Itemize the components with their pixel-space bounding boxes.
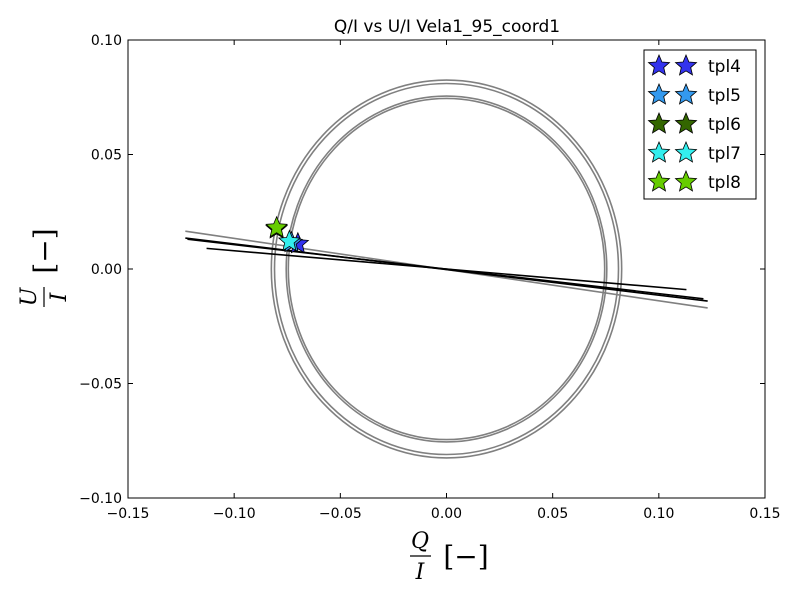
- legend-marker-tpl6-1: [674, 111, 698, 134]
- chart-title: Q/I vs U/I Vela1_95_coord1: [334, 17, 560, 37]
- legend-label-tpl4: tpl4: [708, 57, 741, 77]
- legend-marker-tpl6-0: [647, 111, 671, 134]
- legend-marker-tpl7-0: [647, 140, 671, 163]
- y-tick-label: 0.05: [91, 148, 122, 164]
- ellipse-2: [285, 95, 608, 443]
- legend-marker-tpl5-0: [647, 82, 671, 105]
- y-axis-label-unit: [−]: [28, 228, 61, 273]
- x-tick-label: −0.15: [107, 506, 150, 522]
- fit-line-3: [206, 247, 687, 291]
- legend-label-tpl8: tpl8: [708, 173, 741, 193]
- legend-label-tpl5: tpl5: [708, 86, 741, 106]
- ellipse-0: [270, 79, 623, 459]
- legend-box: [643, 49, 757, 200]
- point-tpl7-0: [277, 229, 301, 252]
- x-tick-label: 0.10: [643, 506, 674, 522]
- x-tick-label: 0.05: [537, 506, 568, 522]
- y-axis-label: U I [−]: [17, 228, 72, 307]
- y-tick-label: −0.05: [79, 377, 122, 393]
- legend-marker-tpl8-0: [647, 169, 671, 192]
- plot-area: [185, 79, 708, 459]
- y-tick-label: −0.10: [79, 491, 122, 507]
- legend-marker-tpl5-1: [674, 82, 698, 105]
- y-axis-label-numerator: U: [17, 286, 42, 306]
- ellipse-3: [287, 97, 606, 441]
- y-tick-label: 0.10: [91, 33, 122, 49]
- y-axis-label-denominator: I: [47, 291, 72, 302]
- x-tick-label: 0.00: [431, 506, 462, 522]
- x-axis-label: Q I [−]: [410, 529, 489, 585]
- y-axis: −0.10 −0.05 0.00 0.05 0.10: [79, 33, 765, 507]
- x-axis: −0.15 −0.10 −0.05 0.00 0.05 0.10 0.15: [107, 40, 781, 522]
- legend-marker-tpl4-0: [647, 53, 671, 76]
- x-axis-label-unit: [−]: [443, 540, 488, 573]
- x-tick-label: −0.10: [213, 506, 256, 522]
- x-tick-label: 0.15: [749, 506, 780, 522]
- legend-marker-tpl4-1: [674, 53, 698, 76]
- legend-marker-tpl8-1: [674, 169, 698, 192]
- legend-label-tpl6: tpl6: [708, 115, 741, 135]
- legend-marker-tpl7-1: [674, 140, 698, 163]
- y-tick-label: 0.00: [91, 262, 122, 278]
- ellipse-1: [273, 82, 620, 456]
- x-axis-label-denominator: I: [415, 560, 426, 585]
- legend: tpl4 tpl5 tpl6 tpl7 tpl8: [643, 49, 757, 200]
- legend-label-tpl7: tpl7: [708, 144, 741, 164]
- point-tpl8-0: [265, 215, 289, 238]
- x-axis-label-numerator: Q: [411, 529, 429, 554]
- x-tick-label: −0.05: [319, 506, 362, 522]
